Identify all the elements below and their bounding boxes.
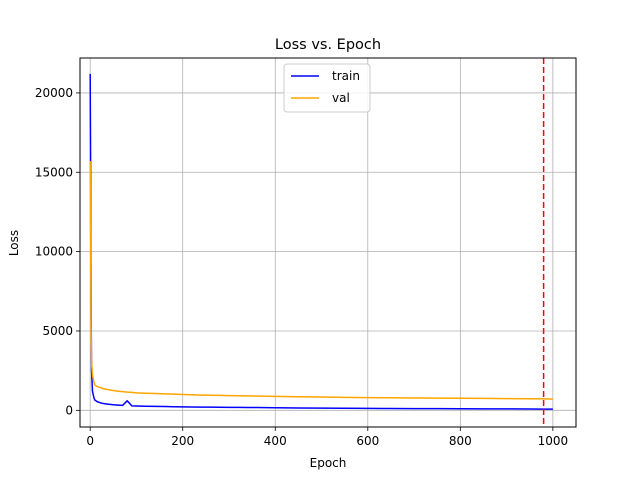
series-layer: [89, 73, 553, 410]
x-tick-label: 400: [264, 434, 287, 448]
legend-label-train: train: [332, 69, 360, 83]
legend: train val: [283, 63, 371, 113]
y-axis-label: Loss: [7, 230, 21, 256]
y-axis-ticks: 0 5000 10000 15000 20000: [35, 86, 80, 417]
series-line-val: [89, 161, 553, 400]
x-tick-label: 1000: [538, 434, 569, 448]
y-tick-label: 15000: [35, 165, 73, 179]
x-tick-label: 600: [356, 434, 379, 448]
x-tick-label: 0: [86, 434, 94, 448]
x-axis-ticks: 0 200 400 600 800 1000: [86, 427, 568, 448]
y-tick-label: 10000: [35, 245, 73, 259]
x-axis-label: Epoch: [310, 456, 347, 470]
x-tick-label: 200: [171, 434, 194, 448]
x-tick-label: 800: [449, 434, 472, 448]
series-line-train: [89, 73, 553, 410]
y-tick-label: 20000: [35, 86, 73, 100]
y-tick-label: 5000: [42, 324, 73, 338]
plot-frame: [79, 57, 577, 428]
y-tick-label: 0: [65, 403, 73, 417]
legend-label-val: val: [332, 91, 350, 105]
chart-title: Loss vs. Epoch: [275, 37, 381, 53]
